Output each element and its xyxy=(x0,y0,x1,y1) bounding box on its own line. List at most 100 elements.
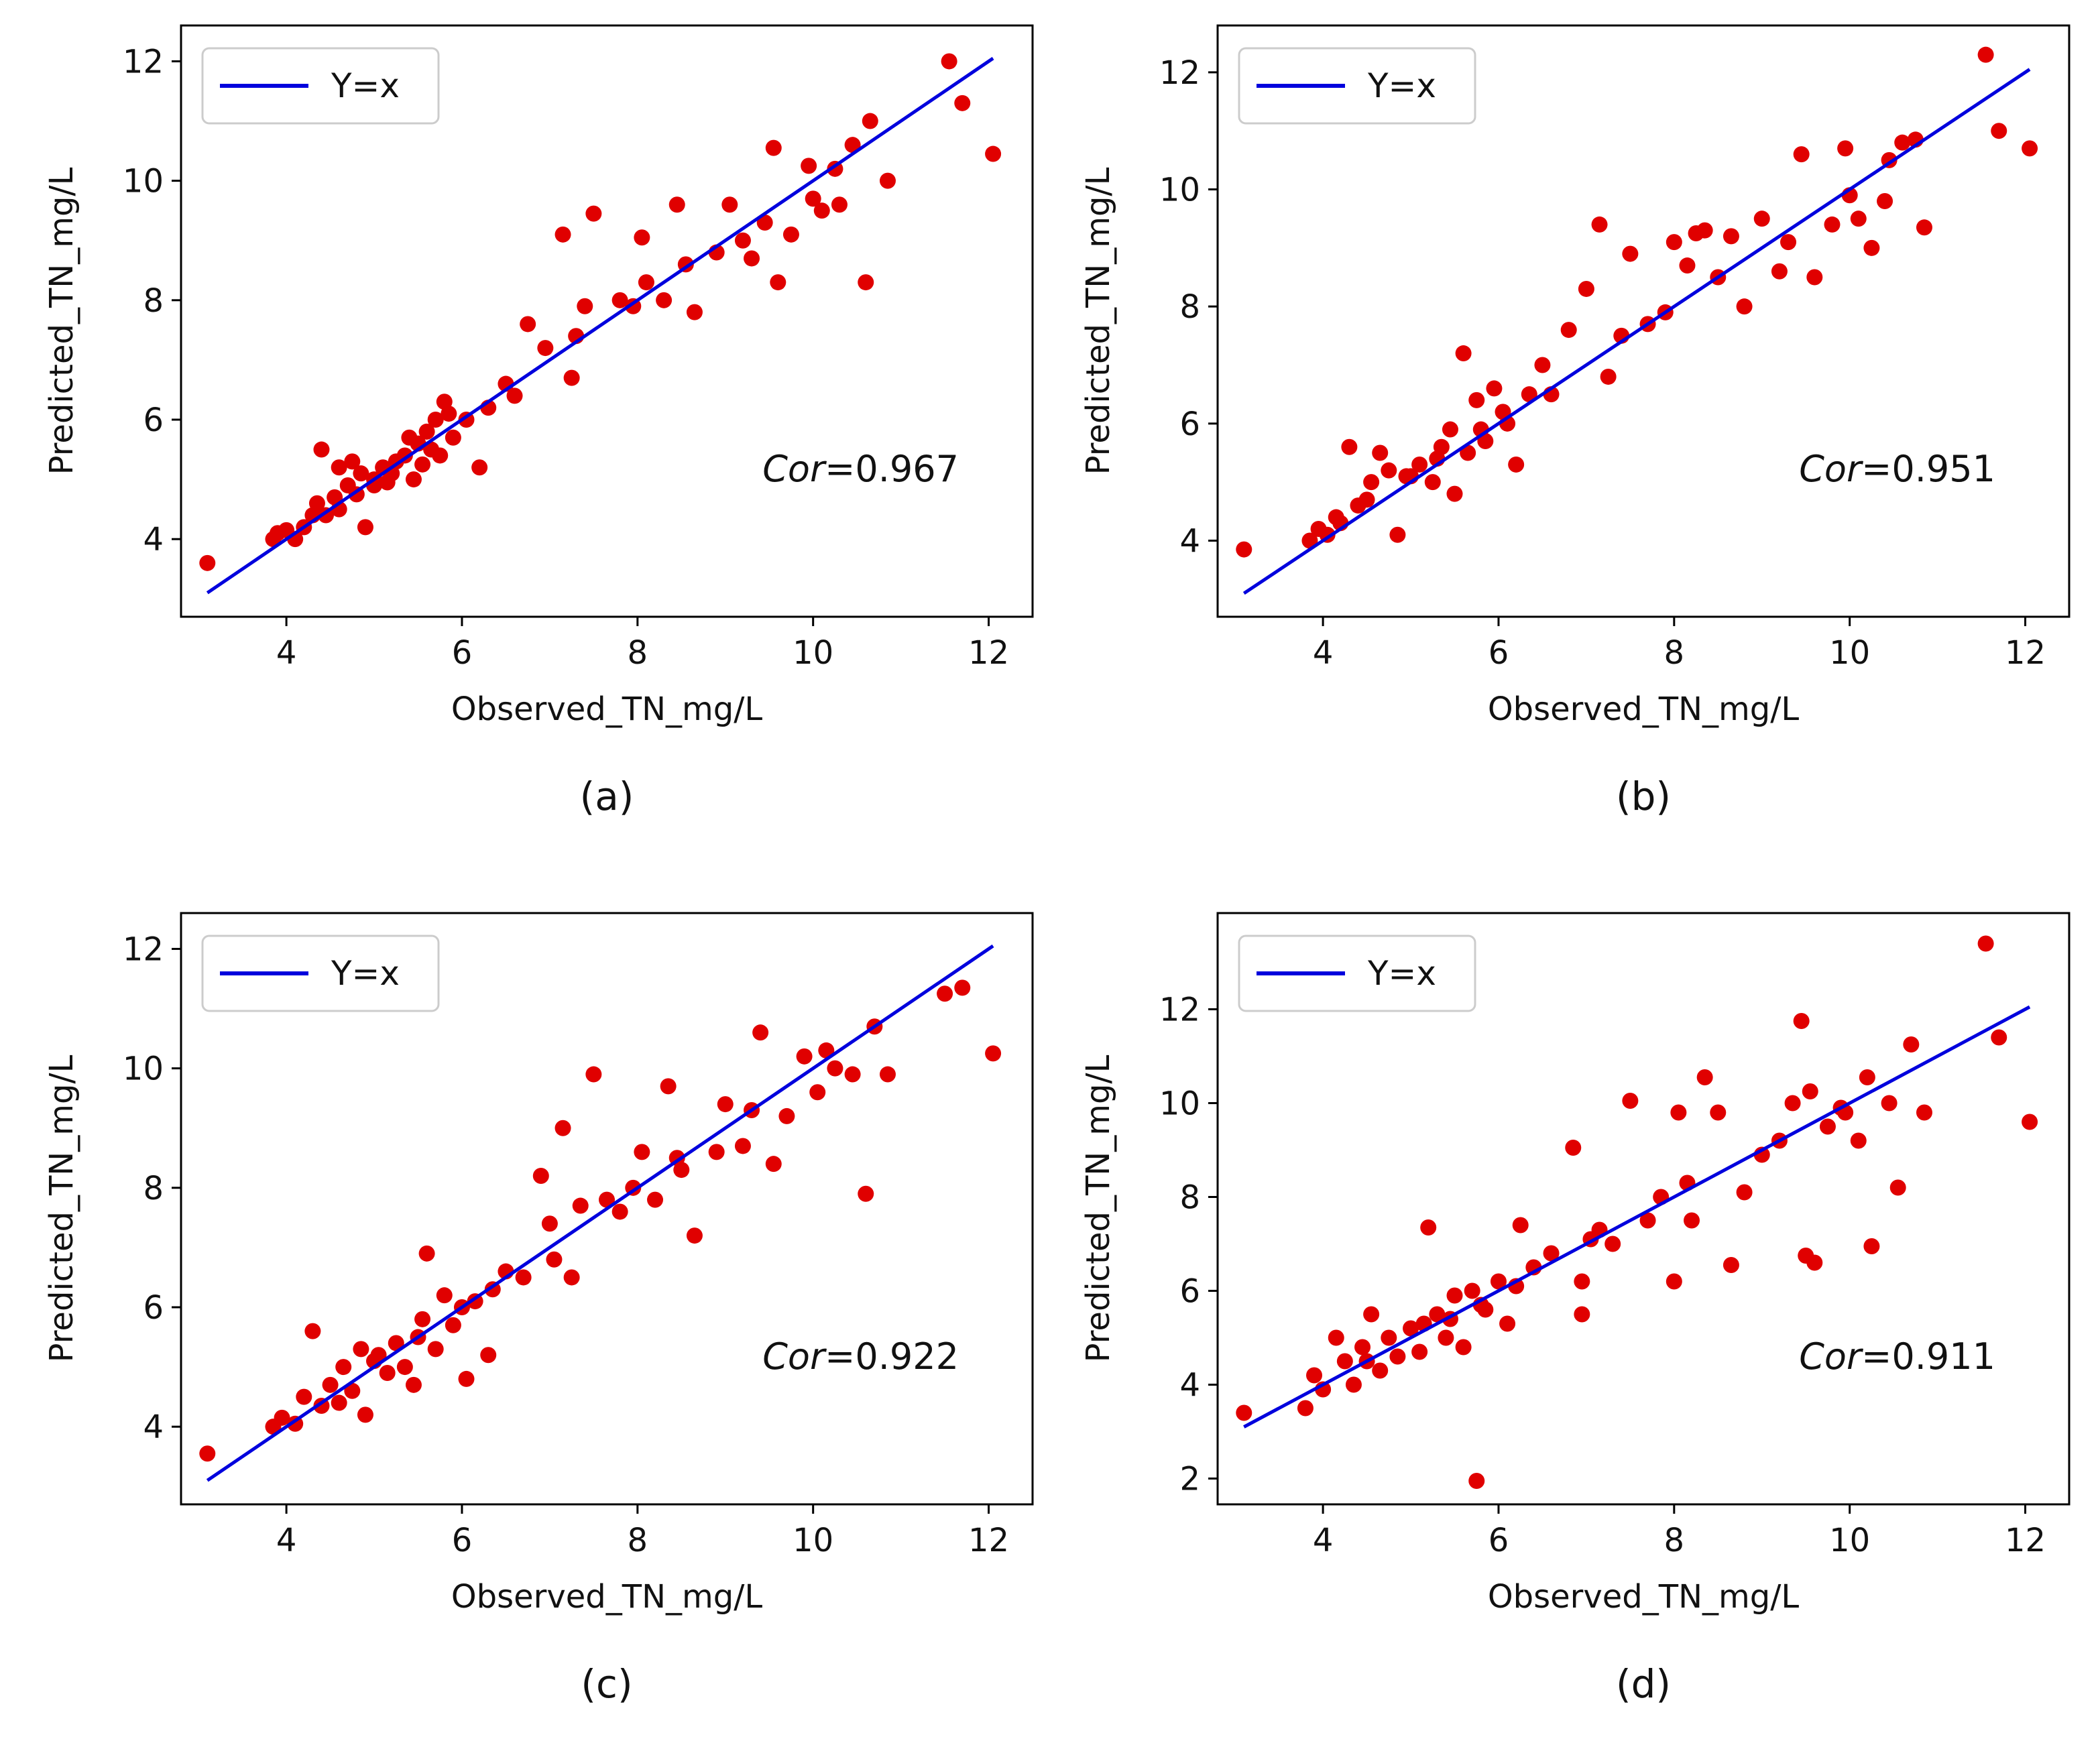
correlation-annotation: Cor=0.951 xyxy=(1799,448,1995,490)
data-point xyxy=(1429,1306,1446,1323)
data-point xyxy=(1859,1069,1875,1085)
data-point xyxy=(1991,123,2007,139)
x-tick-label: 8 xyxy=(1664,634,1685,672)
data-point xyxy=(1372,1362,1389,1379)
data-point xyxy=(532,1168,549,1184)
data-point xyxy=(1363,474,1380,491)
y-axis-label: Predicted_TN_mg/L xyxy=(1080,167,1117,475)
data-point xyxy=(1389,526,1406,543)
data-point xyxy=(638,274,654,291)
data-point xyxy=(937,985,953,1002)
x-tick-label: 10 xyxy=(1829,1522,1870,1559)
data-point xyxy=(827,1060,843,1077)
data-point xyxy=(1591,216,1608,233)
data-point xyxy=(1534,357,1551,373)
data-point xyxy=(1605,1236,1621,1252)
data-point xyxy=(1684,1212,1700,1229)
x-axis-label: Observed_TN_mg/L xyxy=(451,690,763,728)
y-tick-label: 8 xyxy=(143,1170,164,1207)
data-point xyxy=(1236,541,1252,558)
y-tick-label: 10 xyxy=(1159,172,1200,209)
data-point xyxy=(515,1269,532,1286)
data-point xyxy=(1508,456,1525,473)
x-tick-label: 8 xyxy=(628,634,648,672)
axes-frame xyxy=(1216,912,2070,1506)
data-point xyxy=(1381,462,1397,479)
data-point xyxy=(274,1409,290,1426)
reference-line xyxy=(1242,68,2031,595)
data-point xyxy=(344,453,361,470)
data-point xyxy=(813,202,830,219)
data-point xyxy=(555,226,571,243)
correlation-name: Cor xyxy=(762,1335,827,1378)
data-point xyxy=(1460,444,1476,461)
data-point xyxy=(1824,216,1841,233)
data-point xyxy=(1736,298,1753,315)
axes-frame xyxy=(180,912,1034,1506)
x-tick-label: 12 xyxy=(968,1522,1009,1559)
data-point xyxy=(405,471,422,488)
data-point xyxy=(734,232,751,249)
data-point xyxy=(1499,1315,1516,1332)
data-point xyxy=(1468,1473,1485,1489)
legend-box xyxy=(201,47,440,125)
data-point xyxy=(1916,1104,1932,1121)
legend: Y=x xyxy=(201,935,440,1012)
data-point xyxy=(1574,1273,1590,1290)
data-point xyxy=(879,172,896,189)
data-point xyxy=(458,1370,475,1387)
data-point xyxy=(418,423,435,440)
data-point xyxy=(1424,474,1441,491)
data-point xyxy=(577,298,593,314)
data-point xyxy=(2022,1114,2038,1130)
data-point xyxy=(1301,532,1318,549)
x-tick-label: 6 xyxy=(1489,634,1509,672)
data-point xyxy=(686,304,703,320)
data-point xyxy=(744,250,760,267)
x-tick-label: 6 xyxy=(1489,1522,1509,1559)
data-point xyxy=(647,1191,664,1208)
data-point xyxy=(1381,1329,1397,1346)
axes-frame xyxy=(180,24,1034,618)
data-point xyxy=(1446,1287,1463,1304)
y-tick-label: 12 xyxy=(123,43,164,80)
data-point xyxy=(756,215,773,231)
data-point xyxy=(1710,1104,1727,1121)
data-point xyxy=(1877,192,1893,209)
data-point xyxy=(1565,1140,1582,1156)
data-point xyxy=(1486,380,1503,397)
x-tick-label: 4 xyxy=(276,634,297,672)
data-point xyxy=(844,1066,861,1083)
data-point xyxy=(1894,134,1911,151)
reference-line xyxy=(206,944,994,1482)
data-point xyxy=(405,1376,422,1393)
data-point xyxy=(506,387,523,404)
data-point xyxy=(199,1445,216,1462)
data-point xyxy=(1696,1069,1713,1085)
x-axis-label: Observed_TN_mg/L xyxy=(1488,1578,1800,1616)
y-tick-label: 4 xyxy=(1179,522,1200,560)
data-point xyxy=(734,1138,751,1154)
data-point xyxy=(862,113,878,129)
data-point xyxy=(818,1042,835,1059)
data-point xyxy=(331,459,347,476)
x-tick-label: 12 xyxy=(2005,634,2046,672)
data-point xyxy=(1723,1257,1739,1273)
x-tick-label: 4 xyxy=(1313,1522,1334,1559)
y-tick-label: 4 xyxy=(1179,1367,1200,1404)
chart-panel-2: 4 6 8 10 12 4 6 8 10 12 Observed_TN_mg/L Predicted_… xyxy=(1080,24,2070,819)
data-point xyxy=(778,1107,795,1124)
x-axis-label: Observed_TN_mg/L xyxy=(451,1578,763,1616)
data-point xyxy=(1666,234,1682,251)
y-tick-label: 8 xyxy=(143,282,164,320)
y-tick-label: 10 xyxy=(123,163,164,200)
data-point xyxy=(1780,234,1797,251)
data-point xyxy=(634,1144,650,1160)
data-point xyxy=(1336,1353,1353,1370)
correlation-annotation: Cor=0.911 xyxy=(1799,1335,1995,1378)
data-point xyxy=(541,1215,558,1232)
x-tick-label: 12 xyxy=(2005,1522,2046,1559)
data-point xyxy=(427,1341,444,1358)
data-point xyxy=(1670,1104,1687,1121)
